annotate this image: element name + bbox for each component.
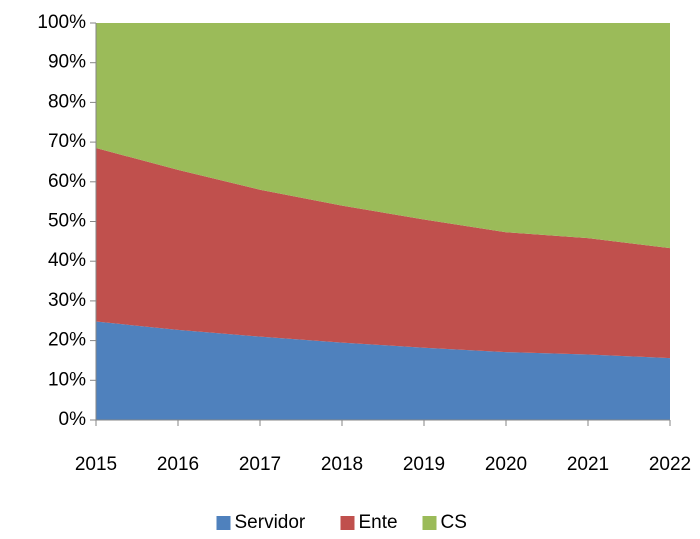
y-tick-label: 10%: [48, 369, 86, 390]
y-tick-label: 100%: [37, 12, 86, 33]
y-tick-label: 90%: [48, 52, 86, 73]
x-tick-label: 2016: [157, 454, 199, 475]
y-tick-label: 20%: [48, 330, 86, 351]
y-tick-label: 50%: [48, 211, 86, 232]
y-tick-label: 80%: [48, 91, 86, 112]
x-tick-label: 2018: [321, 454, 363, 475]
x-tick-label: 2015: [75, 454, 117, 475]
y-tick-label: 0%: [59, 409, 87, 430]
y-tick-label: 70%: [48, 131, 86, 152]
legend-swatch: [216, 516, 231, 530]
legend-label: CS: [441, 512, 467, 533]
x-tick-label: 2022: [649, 454, 691, 475]
x-tick-label: 2017: [239, 454, 281, 475]
area: [96, 23, 670, 249]
y-tick-label: 30%: [48, 290, 86, 311]
legend-swatch: [422, 516, 437, 530]
y-tick-label: 40%: [48, 250, 86, 271]
x-tick-label: 2021: [567, 454, 609, 475]
legend-swatch: [340, 516, 355, 530]
x-tick-label: 2019: [403, 454, 445, 475]
legend-label: Ente: [359, 512, 398, 533]
x-tick-label: 2020: [485, 454, 527, 475]
area: [96, 321, 670, 420]
y-tick-label: 60%: [48, 171, 86, 192]
area: [96, 148, 670, 359]
legend-label: Servidor: [235, 512, 306, 533]
